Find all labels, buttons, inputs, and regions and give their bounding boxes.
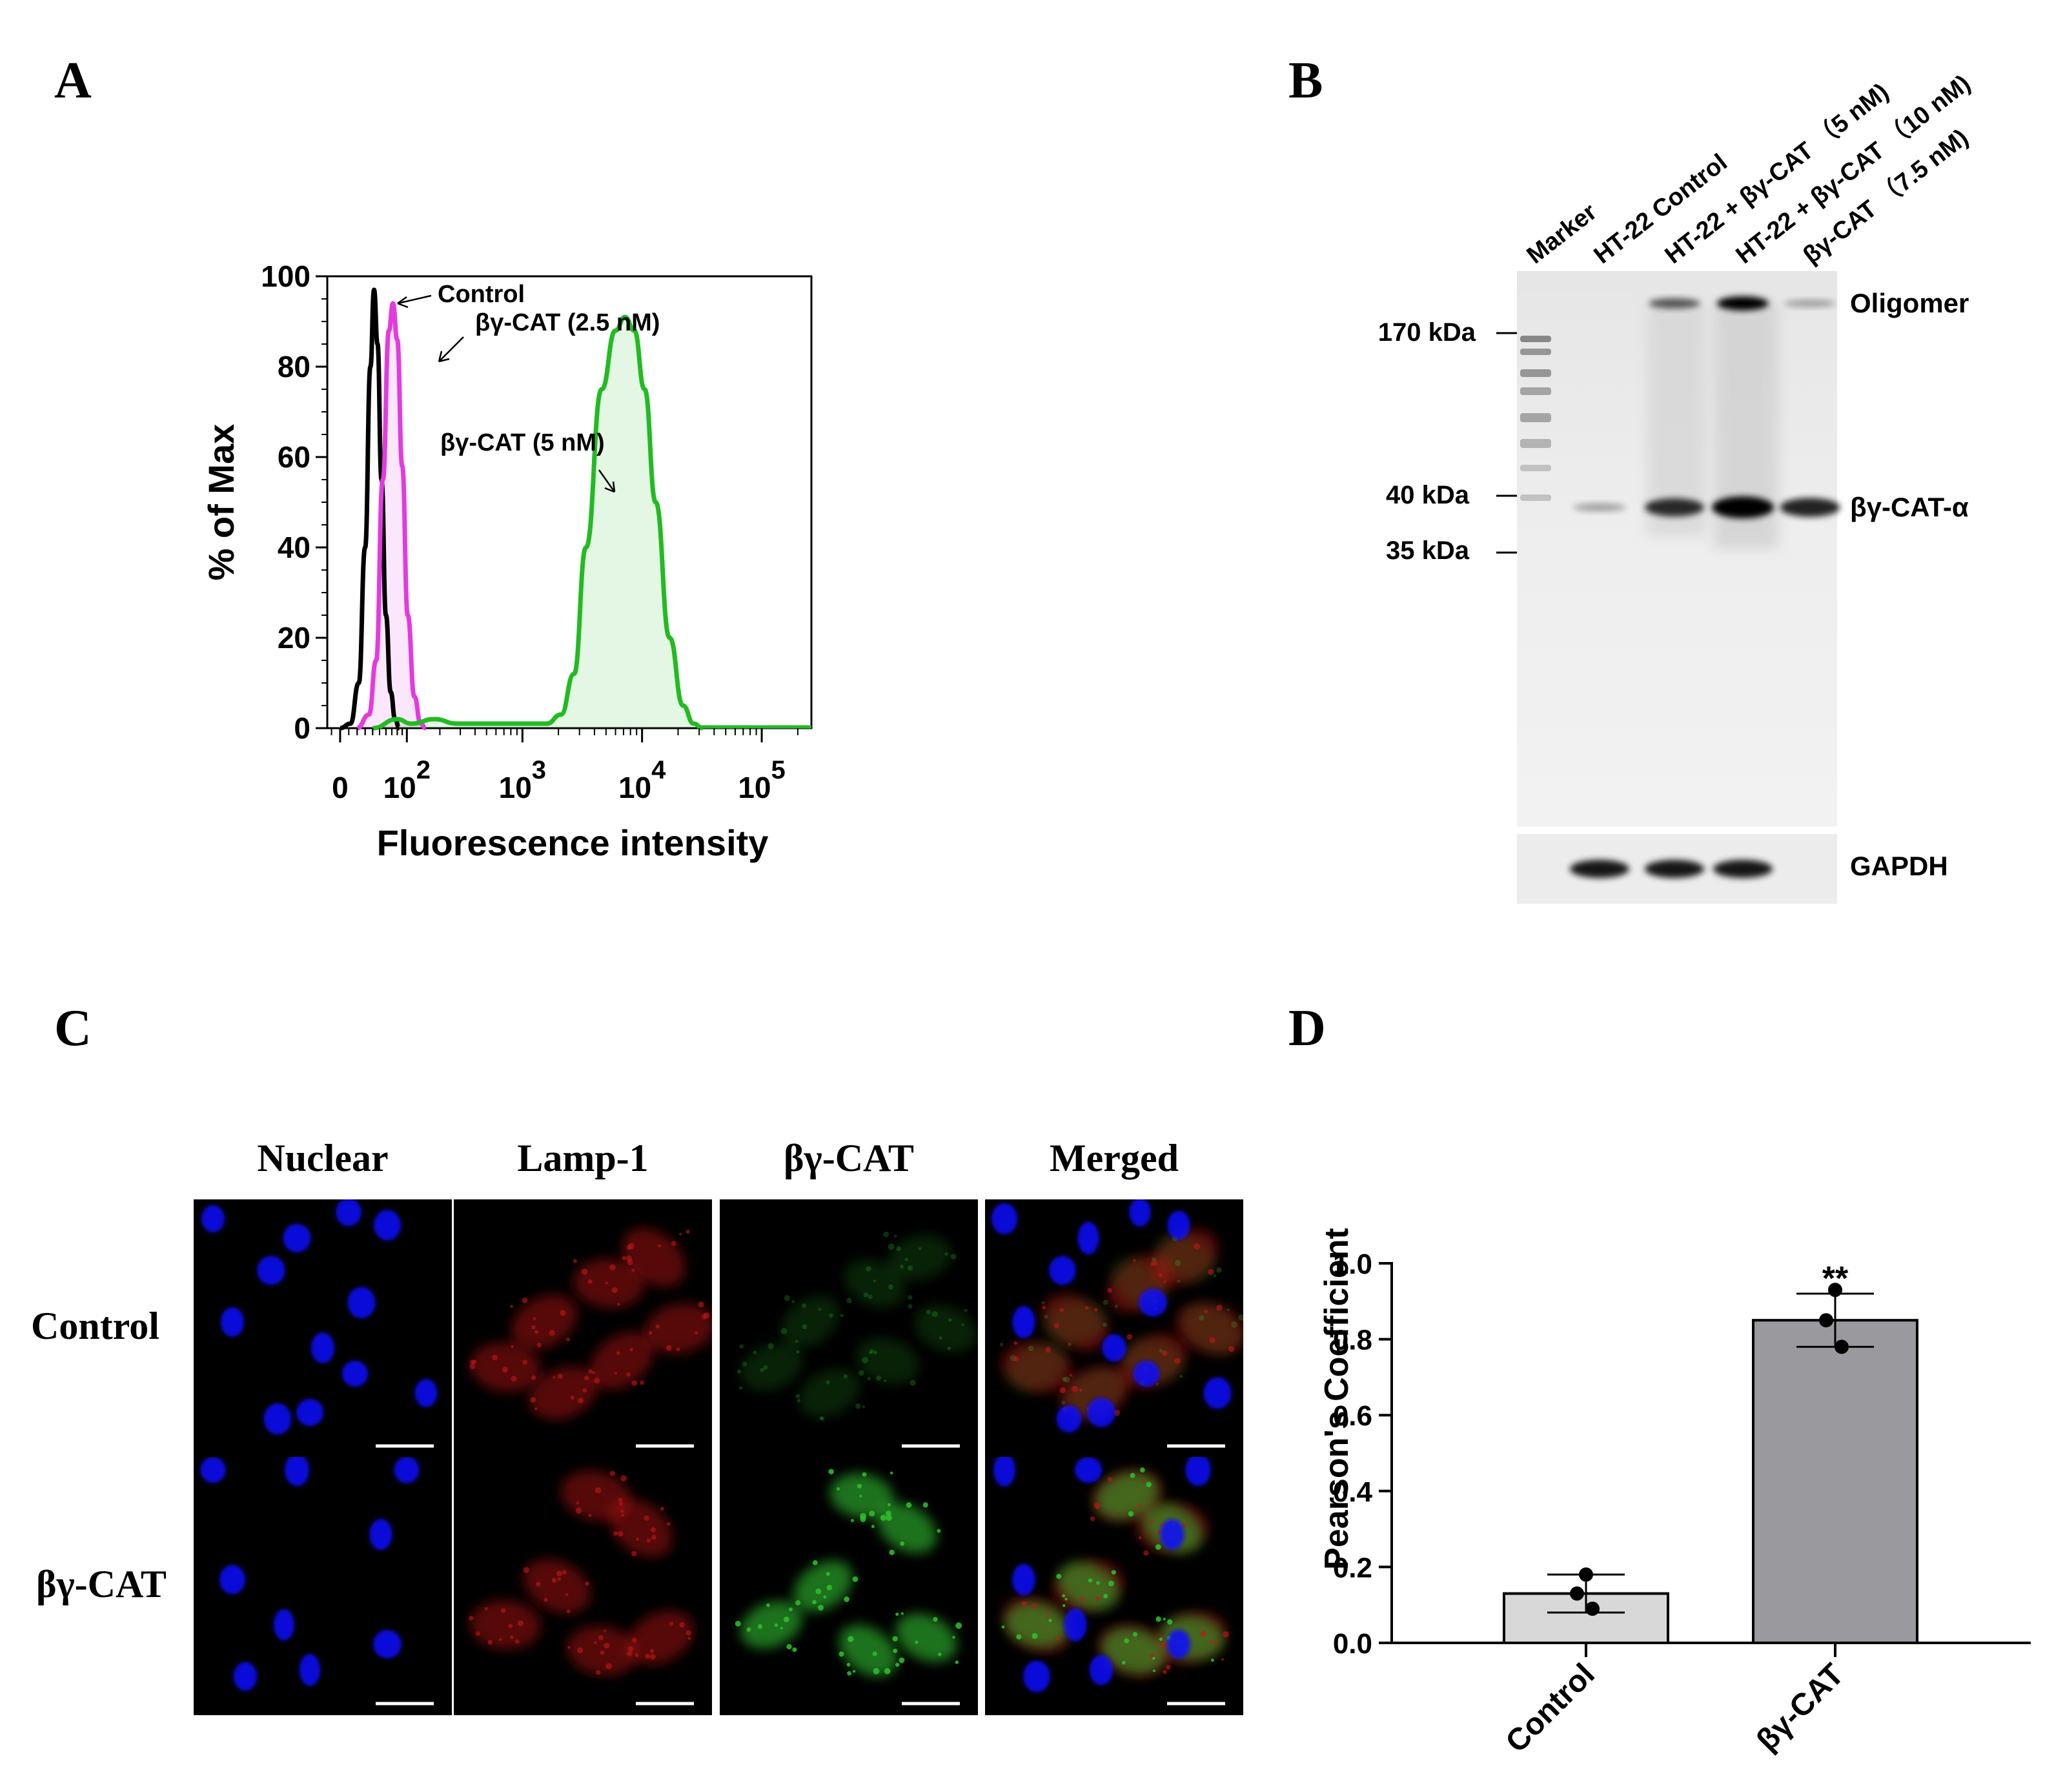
panel-label-d: D <box>1288 1000 1326 1057</box>
marker-40: 40 kDa <box>1386 481 1470 509</box>
y-tick-label: 0 <box>294 711 310 745</box>
category-label: Control <box>1500 1657 1602 1759</box>
category-label: βγ-CAT <box>1750 1657 1851 1758</box>
annotation-control: Control <box>438 281 525 308</box>
microscopy-tile <box>985 1199 1243 1458</box>
column-header-merged: Merged <box>1050 1137 1179 1179</box>
microscopy-grid <box>194 1199 1243 1715</box>
series-line <box>372 314 703 731</box>
x-tick-label: 0 <box>332 771 349 804</box>
row-header-control: Control <box>31 1305 159 1347</box>
monomer-band <box>1573 503 1626 512</box>
y-axis-label: % of Max <box>201 424 241 581</box>
microscopy-tile <box>194 1457 452 1715</box>
annotation-arrow <box>598 469 616 493</box>
y-tick-label: 0.0 <box>1333 1628 1372 1660</box>
y-tick-label: 40 <box>278 531 310 564</box>
data-point <box>1828 1283 1842 1298</box>
microscopy-tile <box>194 1199 452 1458</box>
significance-marker: ** <box>1822 1260 1849 1298</box>
annotation-arrow <box>397 294 432 305</box>
microscopy-tile <box>985 1457 1243 1715</box>
band-label-gapdh: GAPDH <box>1850 851 1948 881</box>
western-blot: 170 kDa 40 kDa 35 kDa Oligomer βγ-CAT-α … <box>1378 70 1976 904</box>
column-header-lamp: Lamp-1 <box>517 1137 649 1179</box>
panel-label-a: A <box>54 52 92 109</box>
marker-35: 35 kDa <box>1386 536 1470 565</box>
y-tick-label: 0.6 <box>1333 1400 1372 1432</box>
y-tick-label: 80 <box>278 350 310 383</box>
annotation-high-dose: βγ-CAT (5 nM) <box>440 429 605 456</box>
monomer-band <box>1712 496 1774 518</box>
oligomer-band <box>1784 300 1836 307</box>
gapdh-band <box>1570 860 1629 878</box>
y-tick-label: 60 <box>278 440 310 474</box>
data-point <box>1579 1567 1593 1582</box>
band-label-oligomer: Oligomer <box>1850 288 1969 318</box>
microscopy-tile <box>454 1457 712 1715</box>
annotation-arrow <box>438 336 464 362</box>
y-tick-label: 0.2 <box>1333 1552 1372 1583</box>
microscopy-tile <box>720 1457 978 1715</box>
panel-label-c: C <box>54 1000 92 1057</box>
x-axis-label: Fluorescence intensity <box>377 822 769 863</box>
y-tick-label: 0.8 <box>1333 1325 1372 1356</box>
lane-label: Marker <box>1522 198 1602 269</box>
data-point <box>1585 1602 1600 1616</box>
oligomer-band <box>1717 296 1769 311</box>
microscopy-tile <box>454 1199 712 1458</box>
band-label-monomer: βγ-CAT-α <box>1850 492 1969 522</box>
data-point <box>1570 1586 1584 1601</box>
y-tick-label: 1.0 <box>1333 1248 1372 1280</box>
oligomer-band <box>1649 298 1700 309</box>
column-header-nuclear: Nuclear <box>257 1137 389 1179</box>
y-axis-label: Pearson's Coefficient <box>1318 1228 1356 1570</box>
annotation-low-dose: βγ-CAT (2.5 nM) <box>475 309 660 336</box>
marker-ladder <box>1520 336 1551 501</box>
series-line <box>356 301 427 731</box>
marker-170: 170 kDa <box>1378 318 1476 347</box>
y-tick-label: 20 <box>278 621 310 655</box>
microscopy-tile <box>720 1199 978 1458</box>
data-point <box>1819 1313 1833 1328</box>
panel-label-b: B <box>1288 52 1323 109</box>
pearson-bar-chart: 0.0 0.2 0.4 0.6 0.8 1.0 Control βγ-CAT ** Pearso… <box>1318 1228 2031 1759</box>
series-fill <box>372 317 703 728</box>
bar <box>1752 1319 1918 1644</box>
y-tick-label: 0.4 <box>1333 1476 1373 1508</box>
gapdh-band <box>1713 860 1773 878</box>
row-header-probe: βγ-CAT <box>36 1563 167 1605</box>
column-header-probe: βγ-CAT <box>784 1137 914 1179</box>
monomer-band <box>1780 498 1840 517</box>
series-line <box>340 287 401 731</box>
y-tick-label: 100 <box>261 260 310 293</box>
data-point <box>1835 1339 1849 1354</box>
gapdh-band <box>1645 860 1704 878</box>
monomer-band <box>1645 498 1704 516</box>
